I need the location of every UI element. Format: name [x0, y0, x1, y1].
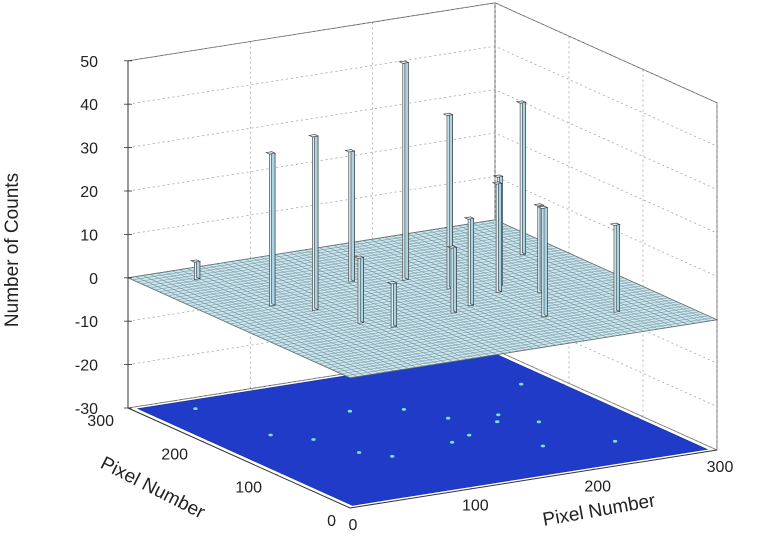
- bar-top-face: [492, 174, 504, 178]
- z-axis-title: Number of Counts: [2, 173, 23, 327]
- peak-bar: [189, 259, 201, 280]
- bar-side-face: [543, 205, 548, 317]
- peak-bar: [515, 100, 527, 256]
- floor-spot: [612, 439, 618, 443]
- peak-bar: [386, 281, 398, 328]
- z-gridline: [127, 2, 718, 104]
- z-tick-label: -10: [75, 314, 98, 331]
- floor-spot: [467, 433, 472, 437]
- histogram-surface: [126, 219, 719, 379]
- z-tick-label: 0: [89, 271, 98, 288]
- bar-side-face: [452, 245, 457, 313]
- x-axis-title: Pixel Number: [541, 490, 658, 531]
- floor-spot: [495, 420, 500, 424]
- peak-bar: [491, 181, 503, 294]
- z-tick-label: -20: [75, 358, 98, 375]
- z-tick-label: 50: [80, 54, 98, 71]
- bar-side-face: [497, 181, 502, 293]
- z-tick-label: -30: [75, 401, 98, 418]
- bar-top-face: [265, 151, 277, 155]
- y-tick-label: 0: [327, 513, 336, 530]
- bar-top-face: [533, 203, 545, 207]
- floor-spot: [496, 413, 501, 417]
- x-tick-label: 300: [707, 459, 734, 476]
- y-tick-label: 200: [161, 446, 188, 463]
- z-tick-label: 30: [80, 141, 98, 158]
- bar-side-face: [404, 60, 409, 280]
- peak-bar: [308, 134, 320, 311]
- peak-bar: [398, 60, 410, 281]
- z-gridline: [127, 45, 718, 147]
- y-tick-label: 100: [235, 480, 262, 497]
- bar-top-face: [398, 60, 410, 64]
- floor-spot: [519, 382, 524, 386]
- y-tick-label: 300: [87, 413, 114, 430]
- bar-top-face: [537, 205, 549, 209]
- bar-top-face: [491, 181, 503, 185]
- peak-bar: [609, 222, 621, 313]
- z-tick-label: 20: [80, 184, 98, 201]
- peak-bar: [265, 151, 277, 307]
- z-gridline: [127, 89, 718, 190]
- bar-top-face: [308, 134, 320, 138]
- bar-side-face: [350, 149, 355, 282]
- peak-bar: [446, 245, 458, 314]
- peak-bar: [537, 205, 549, 318]
- bar-top-face: [515, 100, 527, 104]
- x-tick-label: 200: [584, 478, 611, 495]
- floor-spot: [401, 408, 407, 411]
- peak-bar: [463, 216, 475, 307]
- bar-top-face: [609, 222, 621, 226]
- bar-side-face: [469, 216, 474, 306]
- bar-top-face: [463, 216, 475, 220]
- bar-side-face: [314, 134, 319, 311]
- floor-spot: [540, 444, 546, 448]
- z-tick-label: 40: [80, 97, 98, 114]
- bar-top-face: [344, 149, 356, 153]
- floor-spot: [347, 409, 353, 413]
- bar-side-face: [392, 281, 397, 327]
- bar-top-face: [353, 255, 365, 259]
- bar-side-face: [615, 222, 620, 312]
- floor-projection: [136, 352, 709, 506]
- y-floor-gridline: [127, 349, 496, 409]
- peak-bar: [344, 149, 356, 283]
- z-tick-label: 10: [80, 227, 98, 244]
- bar-side-face: [271, 151, 276, 306]
- floor-plane: [136, 352, 709, 506]
- floor-spot: [536, 420, 542, 424]
- peak-bars: [189, 60, 621, 328]
- floor-spot: [390, 454, 395, 458]
- z-gridline: [127, 132, 718, 234]
- bar-top-face: [386, 281, 398, 285]
- bar-side-face: [359, 255, 364, 324]
- x-floor-gridline: [494, 349, 718, 451]
- bar-side-face: [521, 100, 526, 255]
- floor-spot: [268, 433, 273, 437]
- floor-spot: [445, 416, 451, 420]
- bar-top-face: [446, 245, 458, 249]
- floor-spot: [449, 440, 455, 444]
- x-tick-label: 100: [462, 498, 489, 515]
- floor-spot: [311, 438, 316, 441]
- y-axis-title: Pixel Number: [97, 453, 209, 524]
- bar-top-face: [189, 259, 201, 263]
- floor-spot: [356, 451, 362, 454]
- peak-bar: [442, 112, 454, 290]
- bar-side-face: [196, 259, 201, 280]
- bar-top-face: [442, 112, 454, 116]
- peak-bar: [353, 255, 365, 324]
- floor-spot: [193, 407, 198, 410]
- x-tick-label: 0: [349, 517, 358, 534]
